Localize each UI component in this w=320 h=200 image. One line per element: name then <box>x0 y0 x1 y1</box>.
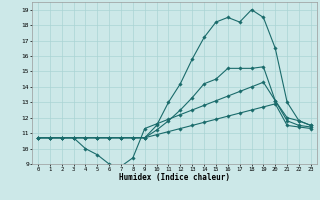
X-axis label: Humidex (Indice chaleur): Humidex (Indice chaleur) <box>119 173 230 182</box>
